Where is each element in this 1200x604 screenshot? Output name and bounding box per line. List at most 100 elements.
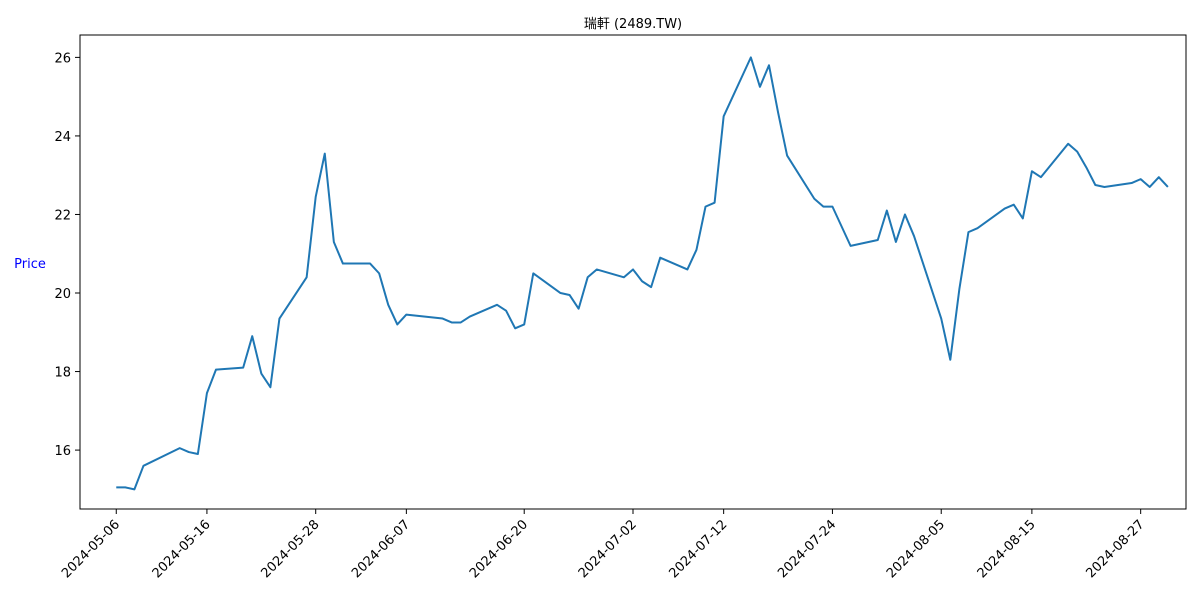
- plot-frame: [79, 34, 1187, 510]
- data-point: [1066, 142, 1070, 146]
- x-tick-label: 2024-08-15: [975, 517, 1039, 581]
- data-point: [141, 464, 145, 468]
- data-point: [1093, 183, 1097, 187]
- x-tick-label: 2024-06-20: [467, 517, 531, 581]
- series-layer: [114, 55, 1170, 491]
- data-point: [205, 391, 209, 395]
- price-line: [116, 56, 1169, 491]
- data-point: [441, 317, 445, 321]
- data-point: [894, 240, 898, 244]
- data-point: [1166, 185, 1170, 189]
- data-point: [114, 485, 118, 489]
- x-tick-label: 2024-05-16: [150, 517, 214, 581]
- data-point: [123, 485, 127, 489]
- x-tick-label: 2024-05-28: [258, 517, 322, 581]
- data-point: [1039, 175, 1043, 179]
- data-point: [849, 244, 853, 248]
- data-point: [821, 205, 825, 209]
- data-point: [767, 63, 771, 67]
- data-point: [1102, 185, 1106, 189]
- data-point: [1148, 185, 1152, 189]
- data-point: [722, 114, 726, 118]
- data-point: [713, 201, 717, 205]
- data-point: [395, 322, 399, 326]
- y-axis: 16 18 20 22 24 26: [54, 51, 80, 459]
- data-point: [1084, 165, 1088, 169]
- data-point: [758, 85, 762, 89]
- data-point: [341, 262, 345, 266]
- data-point: [966, 230, 970, 234]
- data-point: [332, 240, 336, 244]
- data-point: [586, 275, 590, 279]
- data-point: [314, 195, 318, 199]
- data-point: [694, 248, 698, 252]
- data-point: [776, 110, 780, 114]
- data-point: [685, 267, 689, 271]
- x-tick-label: 2024-07-24: [775, 517, 839, 581]
- data-point: [912, 234, 916, 238]
- data-point: [704, 205, 708, 209]
- data-point: [830, 205, 834, 209]
- data-point: [885, 209, 889, 213]
- data-point: [1075, 150, 1079, 154]
- data-point: [658, 256, 662, 260]
- data-point: [558, 291, 562, 295]
- x-tick-label: 2024-08-05: [884, 517, 948, 581]
- data-point: [450, 320, 454, 324]
- data-point: [948, 358, 952, 362]
- x-tick-label: 2024-07-02: [576, 517, 640, 581]
- data-point: [386, 303, 390, 307]
- data-point: [903, 212, 907, 216]
- data-point: [305, 275, 309, 279]
- data-point: [975, 226, 979, 230]
- data-point: [513, 326, 517, 330]
- data-point: [531, 271, 535, 275]
- data-point: [640, 279, 644, 283]
- data-point: [1021, 216, 1025, 220]
- data-point: [459, 320, 463, 324]
- x-tick-label: 2024-07-12: [666, 517, 730, 581]
- data-point: [377, 271, 381, 275]
- data-point: [241, 366, 245, 370]
- data-point: [649, 285, 653, 289]
- data-point: [785, 154, 789, 158]
- data-point: [250, 334, 254, 338]
- data-point: [504, 309, 508, 313]
- data-point: [939, 317, 943, 321]
- data-point: [268, 385, 272, 389]
- y-tick-label: 20: [54, 287, 71, 302]
- data-point: [132, 487, 136, 491]
- data-point: [595, 267, 599, 271]
- data-point: [323, 152, 327, 156]
- data-point: [404, 313, 408, 317]
- data-point: [277, 317, 281, 321]
- chart-title: 瑞軒 (2489.TW): [584, 17, 682, 32]
- data-point: [631, 267, 635, 271]
- x-tick-label: 2024-08-27: [1083, 517, 1147, 581]
- data-point: [568, 293, 572, 297]
- data-point: [1130, 181, 1134, 185]
- data-point: [1003, 207, 1007, 211]
- y-tick-label: 22: [54, 208, 71, 223]
- data-point: [187, 450, 191, 454]
- data-point: [495, 303, 499, 307]
- data-point: [622, 275, 626, 279]
- data-point: [749, 55, 753, 59]
- data-point: [1157, 175, 1161, 179]
- y-tick-label: 26: [54, 51, 71, 66]
- data-point: [259, 372, 263, 376]
- data-point: [368, 262, 372, 266]
- data-point: [876, 238, 880, 242]
- y-tick-label: 16: [54, 444, 71, 459]
- y-tick-label: 24: [54, 130, 71, 145]
- x-tick-label: 2024-05-06: [59, 517, 123, 581]
- x-tick-label: 2024-06-07: [349, 517, 413, 581]
- data-point: [214, 368, 218, 372]
- y-tick-label: 18: [54, 366, 71, 381]
- data-point: [522, 322, 526, 326]
- data-point: [1012, 203, 1016, 207]
- x-axis: 2024-05-06 2024-05-16 2024-05-28 2024-06-07…: [59, 509, 1148, 581]
- data-point: [1030, 169, 1034, 173]
